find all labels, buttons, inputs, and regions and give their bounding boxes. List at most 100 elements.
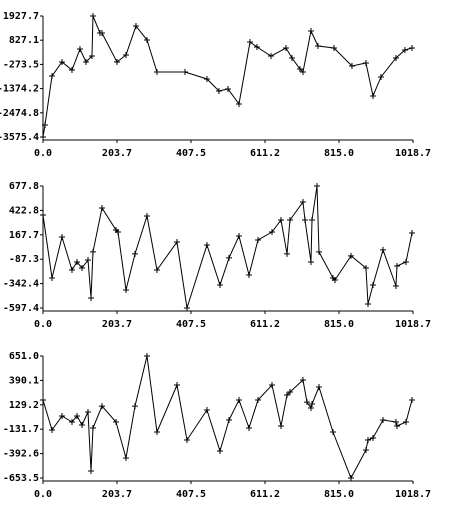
point-marker <box>314 43 321 50</box>
point-marker <box>379 246 386 253</box>
point-marker <box>282 45 289 52</box>
point-marker <box>408 45 415 52</box>
point-marker <box>153 429 160 436</box>
y-tick-label: -273.5 <box>3 59 39 70</box>
x-tick-label: 1018.7 <box>395 148 431 159</box>
point-marker <box>307 28 314 35</box>
x-tick-label: 203.7 <box>102 148 132 159</box>
point-marker <box>73 259 80 266</box>
point-marker <box>269 228 276 235</box>
point-marker <box>402 418 409 425</box>
point-marker <box>299 68 306 75</box>
point-marker <box>216 281 223 288</box>
point-marker <box>392 54 399 61</box>
point-marker <box>299 376 306 383</box>
point-marker <box>301 217 308 224</box>
y-tick-label: 677.8 <box>9 181 39 192</box>
point-marker <box>153 68 160 75</box>
point-marker <box>369 93 376 100</box>
point-marker <box>85 256 92 263</box>
point-marker <box>203 407 210 413</box>
point-marker <box>89 248 96 255</box>
y-tick-label: -3575.4 <box>0 132 39 143</box>
point-marker <box>267 53 274 60</box>
x-tick-label: 611.2 <box>250 489 280 500</box>
point-marker <box>393 423 400 430</box>
point-marker <box>362 446 369 453</box>
x-tick-label: 1018.7 <box>395 319 431 330</box>
point-marker <box>286 217 293 224</box>
point-marker <box>88 468 95 475</box>
point-marker <box>392 418 399 425</box>
point-marker <box>173 382 180 389</box>
point-marker <box>68 418 75 425</box>
x-tick-label: 407.5 <box>176 148 206 159</box>
y-tick-label: -597.4 <box>3 303 39 314</box>
x-tick-label: 1018.7 <box>395 489 431 500</box>
point-marker <box>316 384 323 391</box>
point-marker <box>98 204 105 211</box>
point-marker <box>401 47 408 54</box>
x-tick-label: 203.7 <box>102 319 132 330</box>
point-marker <box>40 134 46 140</box>
y-tick-label: 1927.7 <box>3 11 39 22</box>
point-marker <box>278 217 285 224</box>
point-marker <box>181 68 188 75</box>
point-marker <box>225 254 232 261</box>
point-marker <box>284 250 291 257</box>
x-tick-label: 407.5 <box>176 319 206 330</box>
point-marker <box>253 43 260 50</box>
point-marker <box>348 475 354 481</box>
point-marker <box>122 286 129 293</box>
point-marker <box>308 217 315 224</box>
point-marker <box>79 422 86 429</box>
point-marker <box>330 45 337 52</box>
point-marker <box>331 276 338 283</box>
point-marker <box>215 87 222 94</box>
point-marker <box>132 22 139 29</box>
point-marker <box>308 401 315 408</box>
y-tick-label: -392.6 <box>3 449 39 460</box>
point-marker <box>89 13 96 19</box>
point-marker <box>288 54 295 61</box>
point-marker <box>132 403 139 410</box>
point-marker <box>362 60 369 67</box>
point-marker <box>296 66 303 73</box>
point-marker <box>364 300 371 307</box>
point-marker <box>68 266 75 273</box>
point-marker <box>40 211 46 218</box>
point-marker <box>122 455 129 462</box>
point-marker <box>183 437 190 444</box>
point-marker <box>173 238 180 245</box>
point-marker <box>113 58 120 65</box>
point-marker <box>314 183 321 189</box>
point-marker <box>284 391 291 398</box>
point-marker <box>79 265 86 271</box>
point-marker <box>183 304 190 311</box>
x-tick-label: 611.2 <box>250 319 280 330</box>
y-tick-label: -342.4 <box>3 279 39 290</box>
data-line <box>42 355 413 480</box>
point-marker <box>49 274 56 281</box>
point-marker <box>362 265 369 271</box>
point-marker <box>393 263 400 269</box>
x-tick-label: 0.0 <box>34 148 52 159</box>
y-tick-label: 129.2 <box>9 400 39 411</box>
x-tick-label: 407.5 <box>176 489 206 500</box>
point-marker <box>379 417 386 424</box>
point-marker <box>203 242 210 248</box>
x-tick-label: 815.0 <box>324 489 354 500</box>
point-marker <box>143 37 150 44</box>
y-tick-label: 422.8 <box>9 205 39 216</box>
point-marker <box>143 353 150 359</box>
point-marker <box>98 403 105 410</box>
point-marker <box>377 73 384 80</box>
point-marker <box>269 382 276 389</box>
x-tick-label: 815.0 <box>324 148 354 159</box>
point-marker <box>88 53 95 60</box>
y-tick-label: -131.7 <box>3 424 39 435</box>
point-marker <box>348 62 355 69</box>
point-marker <box>225 417 232 424</box>
point-marker <box>40 397 46 404</box>
